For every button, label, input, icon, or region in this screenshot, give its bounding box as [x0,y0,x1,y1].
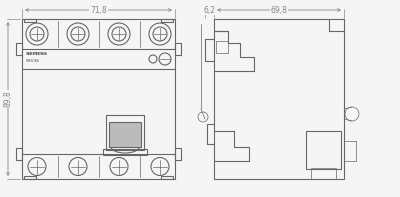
Text: 71,8: 71,8 [90,6,107,15]
Bar [216,41,228,53]
Bar [161,19,173,22]
Bar [175,148,181,160]
Text: SIEMENS: SIEMENS [26,52,48,56]
Bar [24,176,36,179]
Bar [16,43,22,55]
Bar [311,168,336,179]
Bar [214,19,344,179]
Bar [109,122,141,147]
Bar [24,19,36,22]
Text: 89,8: 89,8 [4,91,12,107]
Bar [175,43,181,55]
Bar [306,131,341,169]
Text: 5SV36: 5SV36 [26,59,40,63]
Bar [161,176,173,179]
Bar [22,19,175,179]
Text: 69,8: 69,8 [270,6,288,15]
Bar [103,149,147,155]
Bar [16,148,22,160]
Bar [106,115,144,150]
Text: 6,2: 6,2 [204,6,216,15]
